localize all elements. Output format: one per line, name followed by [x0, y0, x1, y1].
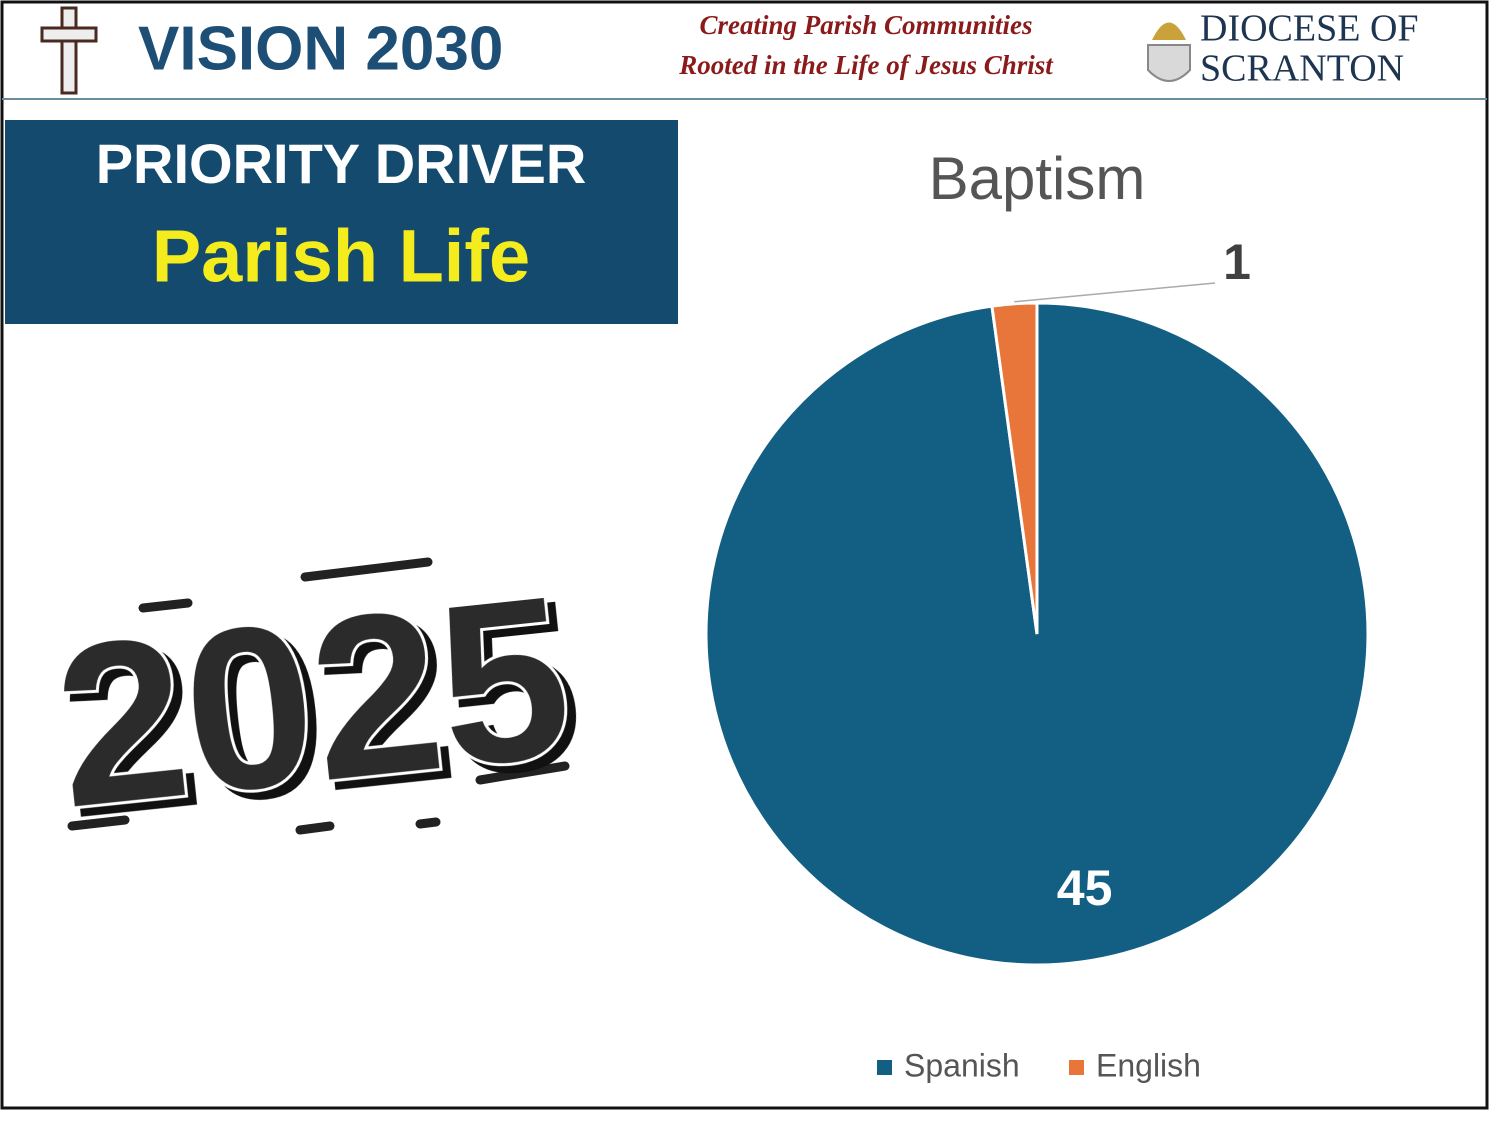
data-label: 1 [1223, 234, 1251, 290]
tagline: Rooted in the Life of Jesus Christ [678, 50, 1054, 80]
legend-label: English [1096, 1047, 1201, 1083]
banner-label: PRIORITY DRIVER [96, 132, 587, 195]
legend-swatch [877, 1060, 892, 1075]
pie-slice [990, 301, 1039, 635]
banner-title: Parish Life [152, 215, 530, 298]
banner [5, 120, 678, 324]
legend-label: Spanish [904, 1047, 1020, 1083]
legend-swatch [1069, 1060, 1084, 1075]
leader-line [1014, 282, 1216, 303]
tagline: Creating Parish Communities [699, 10, 1032, 40]
header-title: VISION 2030 [138, 14, 503, 83]
diocese-crest [1147, 22, 1191, 82]
year-graphic: 2025 [45, 547, 581, 856]
year-graphic-decor [67, 557, 570, 835]
diocese-name: DIOCESE OF [1200, 8, 1419, 50]
diocese-name: SCRANTON [1200, 48, 1404, 90]
cross-icon [40, 6, 98, 95]
data-label: 45 [1057, 860, 1113, 916]
chart-title: Baptism [929, 145, 1146, 212]
